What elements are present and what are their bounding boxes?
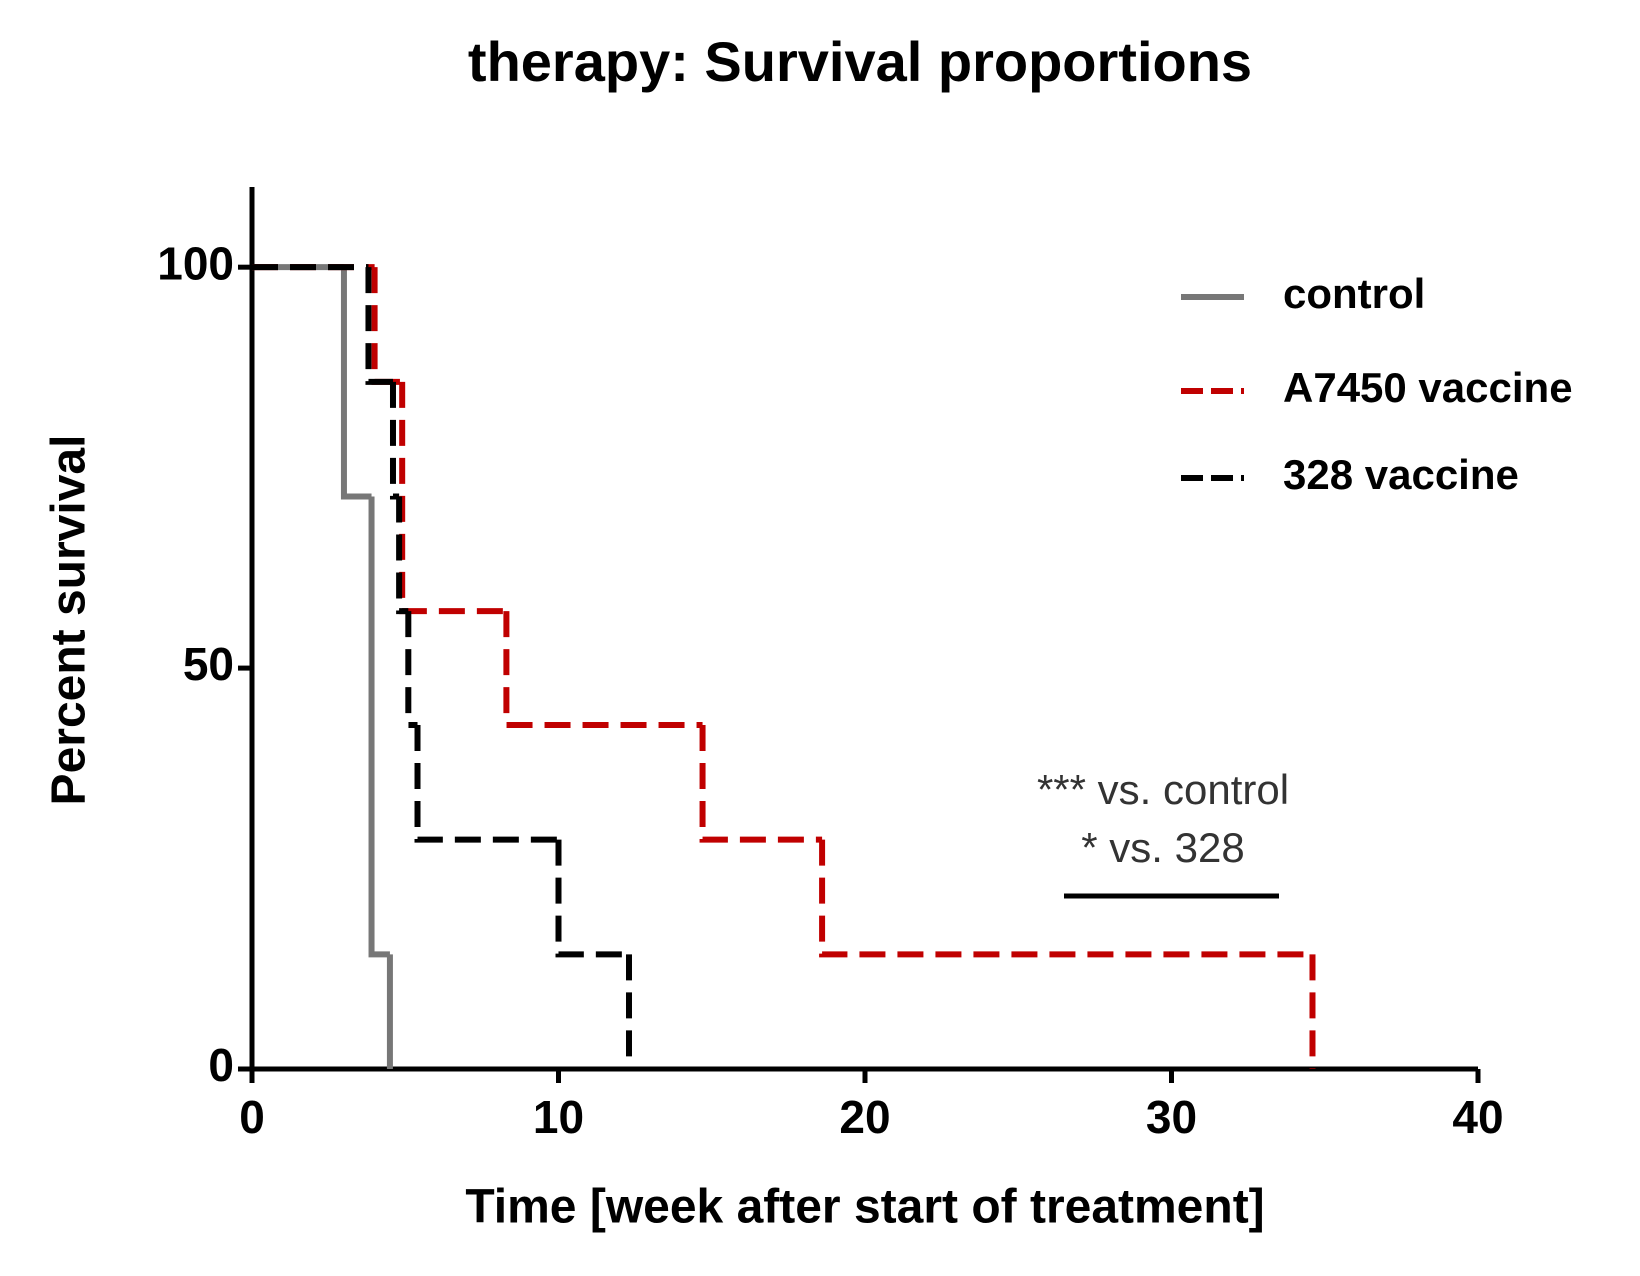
- annotation: * vs. 328: [1081, 824, 1244, 871]
- survival-step: [365, 267, 393, 385]
- x-axis-label: Time [week after start of treatment]: [465, 1181, 1264, 1234]
- survival-step: [414, 725, 559, 843]
- legend-label: control: [1283, 270, 1425, 317]
- y-tick-label: 0: [208, 1039, 234, 1091]
- x-tick-label: 0: [239, 1091, 265, 1143]
- chart-title: therapy: Survival proportions: [468, 30, 1252, 93]
- y-tick-label: 100: [157, 237, 234, 289]
- survival-step: [699, 725, 823, 843]
- annotation: *** vs. control: [1037, 766, 1289, 813]
- y-axis-label: Percent survival: [43, 435, 96, 806]
- legend-label: 328 vaccine: [1283, 451, 1519, 498]
- x-tick-label: 10: [533, 1091, 584, 1143]
- survival-step: [503, 611, 703, 729]
- survival-step: [399, 381, 507, 615]
- x-tick-label: 20: [839, 1091, 890, 1143]
- survival-step: [396, 496, 409, 615]
- x-tick-label: 40: [1452, 1091, 1503, 1143]
- x-tick-label: 30: [1146, 1091, 1197, 1143]
- y-tick-label: 50: [183, 638, 234, 690]
- survival-step: [340, 267, 372, 500]
- survival-step: [405, 611, 418, 729]
- survival-step: [371, 267, 403, 385]
- survival-step: [368, 496, 390, 958]
- survival-step: [555, 839, 629, 958]
- survival-step: [819, 839, 1313, 958]
- survival-step: [389, 381, 400, 500]
- legend-label: A7450 vaccine: [1283, 364, 1573, 411]
